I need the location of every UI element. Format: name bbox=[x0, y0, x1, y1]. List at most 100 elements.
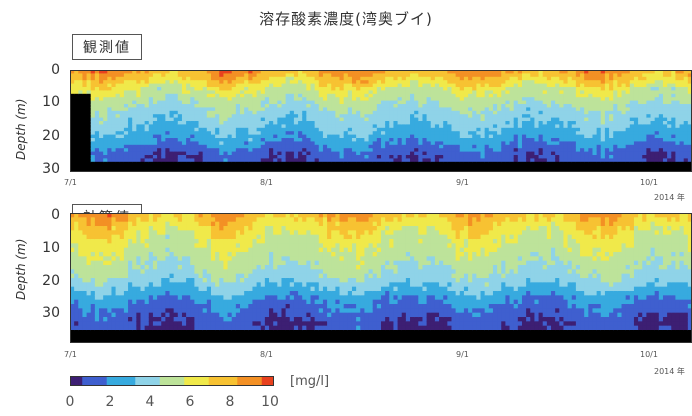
heatmap-cell bbox=[165, 114, 171, 119]
heatmap-cell bbox=[687, 161, 692, 166]
heatmap-cell bbox=[107, 312, 113, 318]
heatmap-cell bbox=[227, 155, 233, 159]
heatmap-cell bbox=[439, 168, 444, 172]
heatmap-cell bbox=[588, 110, 594, 115]
heatmap-cell bbox=[667, 104, 672, 108]
heatmap-cell bbox=[173, 131, 179, 136]
heatmap-cell bbox=[625, 131, 631, 136]
heatmap-cell bbox=[426, 117, 432, 122]
heatmap-cell bbox=[472, 158, 477, 163]
heatmap-cell bbox=[542, 144, 548, 149]
heatmap-cell bbox=[111, 158, 117, 163]
heatmap-cell bbox=[410, 148, 415, 153]
heatmap-cell bbox=[86, 256, 92, 262]
heatmap-cell bbox=[99, 70, 104, 74]
heatmap-cell bbox=[559, 155, 565, 159]
heatmap-cell bbox=[422, 131, 428, 136]
heatmap-cell bbox=[115, 90, 121, 95]
heatmap-cell bbox=[103, 131, 108, 136]
heatmap-cell bbox=[526, 80, 531, 85]
heatmap-cell bbox=[302, 110, 307, 115]
heatmap-cell bbox=[509, 158, 515, 163]
heatmap-cell bbox=[165, 138, 171, 142]
heatmap-cell bbox=[625, 117, 631, 122]
heatmap-cell bbox=[414, 121, 419, 125]
heatmap-cell bbox=[480, 90, 486, 95]
heatmap-cell bbox=[551, 80, 556, 85]
heatmap-cell bbox=[82, 247, 88, 253]
heatmap-cell bbox=[132, 114, 137, 119]
heatmap-cell bbox=[351, 121, 357, 125]
heatmap-cell bbox=[662, 161, 668, 166]
heatmap-cell bbox=[368, 93, 374, 98]
heatmap-cell bbox=[571, 87, 577, 91]
heatmap-cell bbox=[393, 107, 399, 112]
heatmap-cell bbox=[173, 148, 179, 153]
heatmap-cell bbox=[505, 134, 511, 139]
heatmap-cell bbox=[592, 127, 598, 132]
heatmap-cell bbox=[128, 107, 133, 112]
heatmap-cell bbox=[252, 131, 258, 136]
heatmap-cell bbox=[289, 73, 295, 78]
heatmap-cell bbox=[219, 110, 225, 115]
heatmap-cell bbox=[173, 151, 179, 156]
heatmap-cell bbox=[559, 80, 565, 85]
heatmap-cell bbox=[206, 165, 212, 170]
heatmap-cell bbox=[463, 104, 469, 108]
heatmap-cell bbox=[671, 117, 677, 122]
heatmap-cell bbox=[115, 282, 121, 288]
heatmap-cell bbox=[318, 93, 324, 98]
heatmap-cell bbox=[360, 97, 366, 102]
heatmap-cell bbox=[90, 107, 96, 112]
heatmap-cell bbox=[534, 158, 540, 163]
heatmap-cell bbox=[173, 117, 179, 122]
heatmap-cell bbox=[235, 138, 241, 142]
heatmap-cell bbox=[78, 221, 84, 227]
heatmap-cell bbox=[542, 87, 548, 91]
heatmap-cell bbox=[123, 312, 129, 318]
heatmap-cell bbox=[575, 155, 581, 159]
heatmap-cell bbox=[351, 114, 357, 119]
heatmap-cell bbox=[443, 127, 448, 132]
heatmap-cell bbox=[310, 70, 316, 74]
heatmap-cell bbox=[405, 155, 411, 159]
heatmap-cell bbox=[293, 134, 299, 139]
heatmap-cell bbox=[144, 134, 150, 139]
heatmap-cell bbox=[231, 70, 237, 74]
heatmap-cell bbox=[488, 70, 494, 74]
heatmap-cell bbox=[140, 107, 146, 112]
heatmap-cell bbox=[235, 97, 241, 102]
heatmap-cell bbox=[70, 308, 75, 314]
heatmap-cell bbox=[426, 131, 432, 136]
heatmap-cell bbox=[128, 124, 133, 129]
heatmap-cell bbox=[575, 127, 581, 132]
heatmap-cell bbox=[111, 138, 117, 142]
heatmap-cell bbox=[418, 70, 424, 74]
heatmap-cell bbox=[625, 80, 631, 85]
heatmap-cell bbox=[82, 317, 88, 322]
heatmap-cell bbox=[74, 165, 79, 170]
heatmap-cell bbox=[389, 80, 395, 85]
heatmap-cell bbox=[501, 70, 506, 74]
heatmap-cell bbox=[563, 168, 569, 172]
heatmap-cell bbox=[235, 144, 241, 149]
heatmap-cell bbox=[364, 90, 370, 95]
heatmap-cell bbox=[123, 117, 129, 122]
heatmap-cell bbox=[90, 239, 96, 244]
heatmap-cell bbox=[468, 131, 473, 136]
heatmap-cell bbox=[385, 134, 390, 139]
heatmap-cell bbox=[252, 121, 258, 125]
heatmap-cell bbox=[256, 155, 262, 159]
heatmap-cell bbox=[662, 121, 668, 125]
heatmap-cell bbox=[78, 117, 84, 122]
heatmap-cell bbox=[687, 124, 692, 129]
heatmap-cell bbox=[658, 131, 664, 136]
heatmap-cell bbox=[613, 158, 618, 163]
heatmap-cell bbox=[401, 107, 407, 112]
heatmap-cell bbox=[418, 117, 424, 122]
heatmap-cell bbox=[115, 121, 121, 125]
heatmap-cell bbox=[277, 70, 283, 74]
heatmap-cell bbox=[443, 76, 448, 81]
heatmap-cell bbox=[401, 141, 407, 146]
heatmap-cell bbox=[298, 124, 303, 129]
